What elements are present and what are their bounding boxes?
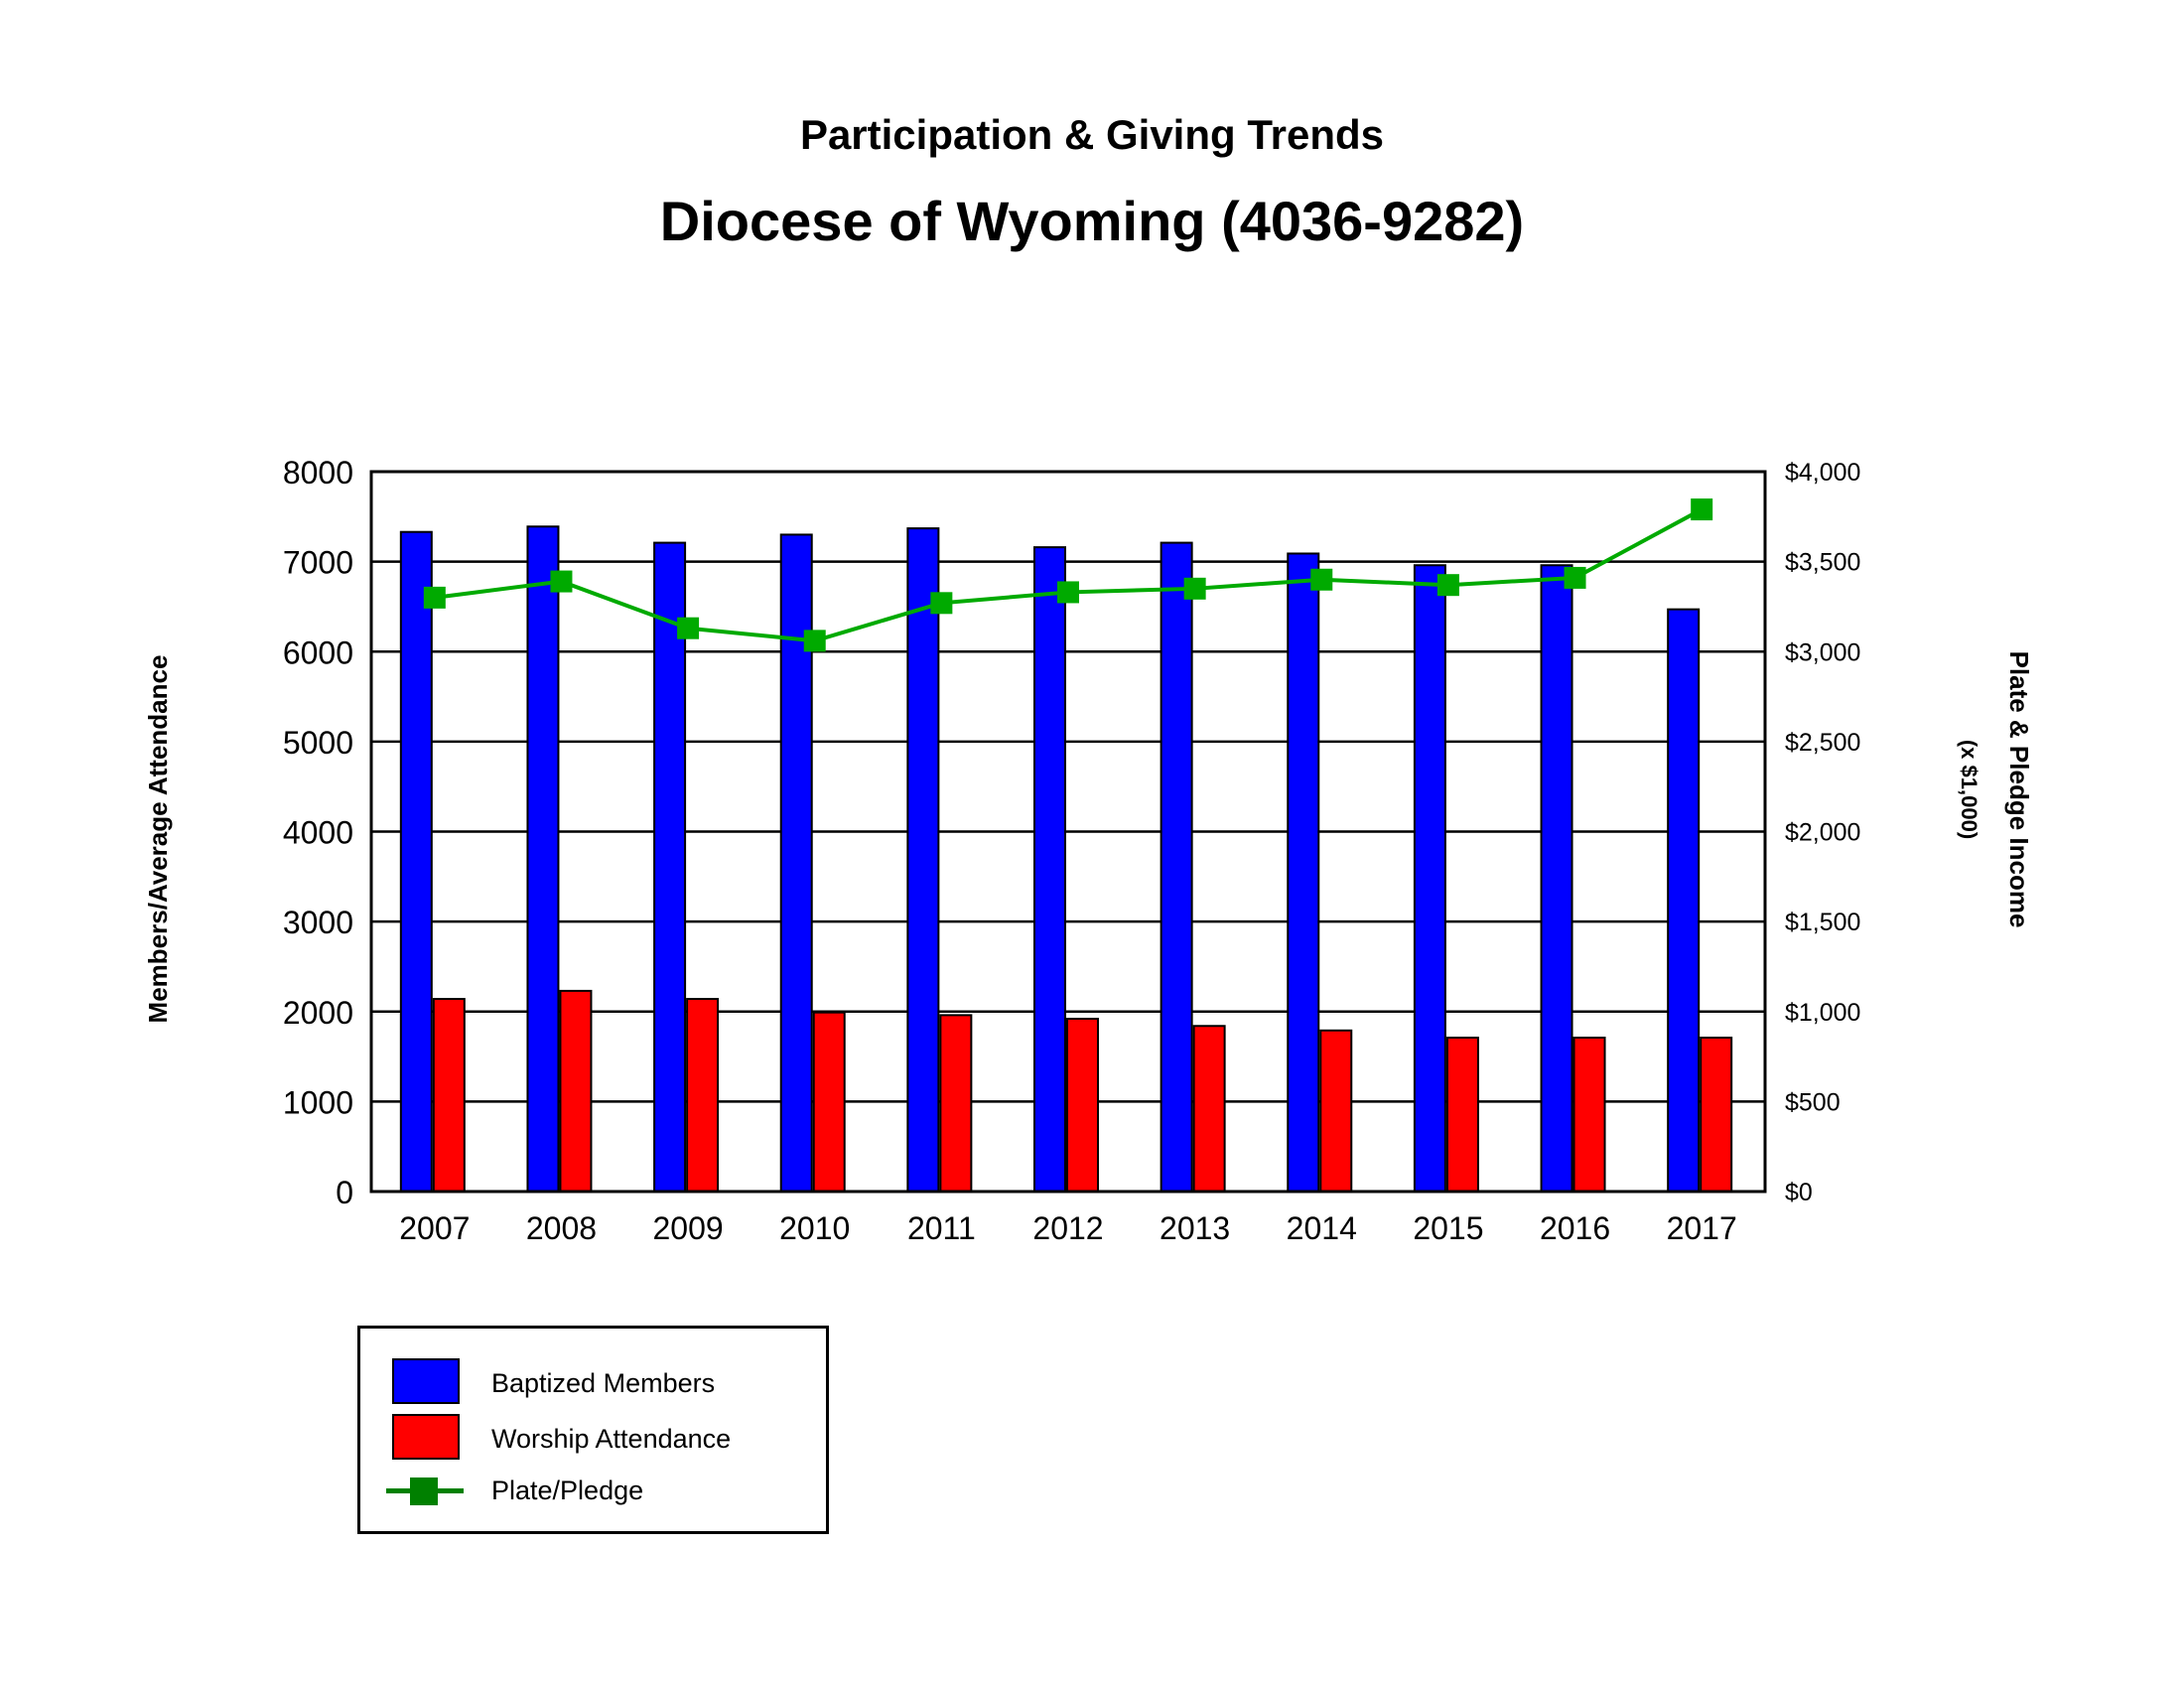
legend: Baptized Members Worship Attendance Plat… bbox=[357, 1326, 829, 1534]
y-tick-label-right: $0 bbox=[1785, 1179, 1813, 1206]
bar-worship-attendance bbox=[1445, 1037, 1479, 1193]
legend-label: Baptized Members bbox=[491, 1368, 716, 1398]
bar-baptized-members bbox=[526, 525, 560, 1193]
gridlines bbox=[371, 560, 1765, 1103]
y-axis-label-left: Members/Average Attendance bbox=[143, 655, 173, 1024]
bar-baptized-members bbox=[1667, 608, 1701, 1193]
y-tick-label-left: 2000 bbox=[283, 995, 353, 1031]
bar-worship-attendance bbox=[559, 989, 593, 1193]
axis-labels: Members/Average Attendance Plate & Pledg… bbox=[143, 651, 2034, 1024]
bar-baptized-members bbox=[399, 530, 433, 1193]
x-tick-label: 2015 bbox=[1413, 1210, 1483, 1246]
bar-worship-attendance bbox=[1572, 1037, 1606, 1193]
bar-worship-attendance bbox=[812, 1011, 846, 1193]
y-tick-label-left: 4000 bbox=[283, 815, 353, 851]
y-tick-label-left: 8000 bbox=[283, 455, 353, 491]
bar-worship-attendance bbox=[1700, 1037, 1733, 1193]
legend-label: Worship Attendance bbox=[491, 1424, 732, 1454]
plate-pledge-point bbox=[423, 586, 446, 609]
chart-subtitle: Participation & Giving Trends bbox=[799, 111, 1385, 158]
x-tick-label: 2014 bbox=[1287, 1210, 1357, 1246]
x-tick-label: 2013 bbox=[1160, 1210, 1230, 1246]
plate-pledge-point bbox=[550, 570, 573, 593]
y-tick-label-left: 7000 bbox=[283, 545, 353, 581]
bar-baptized-members bbox=[1287, 552, 1320, 1193]
plate-pledge-point bbox=[803, 630, 826, 652]
x-tick-label: 2016 bbox=[1540, 1210, 1610, 1246]
plate-pledge-line bbox=[434, 507, 1704, 643]
y-tick-label-right: $1,000 bbox=[1785, 999, 1860, 1027]
y-axis-label-right-unit: (x $1,000) bbox=[1957, 740, 1981, 839]
plot-frame bbox=[369, 470, 1767, 1194]
legend-item-baptized-members: Baptized Members bbox=[360, 1358, 826, 1408]
plate-pledge-point bbox=[677, 617, 700, 639]
bar-worship-attendance bbox=[1319, 1029, 1353, 1193]
legend-item-worship-attendance: Worship Attendance bbox=[360, 1414, 826, 1464]
plate-pledge-point bbox=[1310, 568, 1333, 591]
x-tick-label: 2008 bbox=[526, 1210, 597, 1246]
y-tick-label-left: 6000 bbox=[283, 634, 353, 670]
y-axis-label-right: Plate & Pledge Income bbox=[2004, 651, 2034, 928]
bar-worship-attendance bbox=[432, 998, 466, 1193]
x-tick-label: 2017 bbox=[1667, 1210, 1737, 1246]
y-tick-label-left: 3000 bbox=[283, 905, 353, 940]
chart-title: Diocese of Wyoming (4036-9282) bbox=[659, 190, 1525, 252]
bar-worship-attendance bbox=[1192, 1025, 1226, 1193]
axes: 0 $0 1000 $500 2000 $1,000 3000 $1,500 4000 $2,00… bbox=[283, 455, 1861, 1246]
bar-worship-attendance bbox=[1066, 1018, 1099, 1193]
y-tick-label-left: 0 bbox=[336, 1175, 353, 1210]
x-tick-label: 2009 bbox=[652, 1210, 723, 1246]
line-series bbox=[423, 498, 1713, 652]
bar-worship-attendance bbox=[686, 998, 720, 1193]
bar-baptized-members bbox=[653, 541, 687, 1193]
legend-swatch-red bbox=[392, 1414, 460, 1460]
y-tick-label-right: $1,500 bbox=[1785, 909, 1860, 936]
y-tick-label-left: 5000 bbox=[283, 725, 353, 761]
plate-pledge-point bbox=[930, 592, 953, 615]
x-tick-label: 2010 bbox=[779, 1210, 850, 1246]
plate-pledge-point bbox=[1564, 566, 1586, 589]
bar-baptized-members bbox=[1033, 546, 1066, 1193]
y-tick-label-right: $2,500 bbox=[1785, 729, 1860, 757]
legend-label: Plate/Pledge bbox=[491, 1476, 644, 1505]
y-tick-label-right: $500 bbox=[1785, 1088, 1841, 1116]
y-tick-label-left: 1000 bbox=[283, 1084, 353, 1120]
bar-baptized-members bbox=[1413, 564, 1446, 1193]
y-tick-label-right: $4,000 bbox=[1785, 459, 1860, 487]
y-tick-label-right: $3,000 bbox=[1785, 638, 1860, 666]
plate-pledge-point bbox=[1183, 577, 1206, 600]
plate-pledge-point bbox=[1436, 574, 1459, 597]
bar-baptized-members bbox=[906, 527, 940, 1193]
plate-pledge-point bbox=[1691, 498, 1713, 521]
legend-swatch-blue bbox=[392, 1358, 460, 1404]
plate-pledge-point bbox=[1057, 581, 1079, 604]
x-tick-label: 2011 bbox=[907, 1210, 976, 1246]
x-tick-label: 2007 bbox=[399, 1210, 470, 1246]
legend-item-plate-pledge: Plate/Pledge bbox=[360, 1466, 826, 1515]
bar-worship-attendance bbox=[939, 1014, 973, 1193]
y-tick-label-right: $3,500 bbox=[1785, 549, 1860, 577]
bar-baptized-members bbox=[1540, 564, 1573, 1193]
x-tick-label: 2012 bbox=[1032, 1210, 1103, 1246]
bar-series bbox=[399, 525, 1733, 1193]
bar-baptized-members bbox=[1160, 541, 1193, 1193]
y-tick-label-right: $2,000 bbox=[1785, 819, 1860, 847]
legend-square-marker-icon bbox=[410, 1477, 438, 1505]
